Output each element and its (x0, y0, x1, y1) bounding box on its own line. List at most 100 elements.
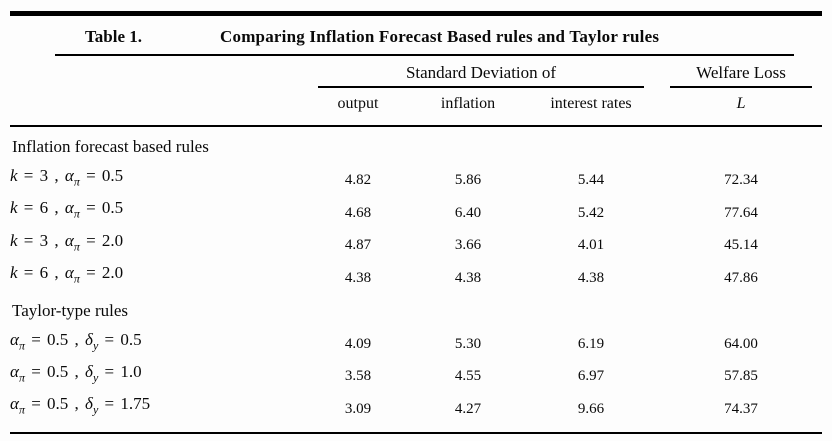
column-header-loss: L (736, 95, 746, 112)
math-text: = 0.5 , (24, 329, 86, 349)
cell-interest: 6.19 (577, 335, 605, 352)
math-subscript: π (73, 174, 80, 189)
section-row-taylor: Taylor-type rules (10, 291, 822, 325)
math-var: α (64, 166, 74, 185)
math-var: α (10, 394, 19, 414)
cell-output: 4.87 (344, 237, 372, 254)
welfare-group-cell: Welfare Loss (660, 58, 822, 88)
math-subscript: π (73, 206, 80, 221)
empty-cell (10, 58, 302, 88)
table-row: k = 6 , απ = 0.5 4.68 6.40 5.42 77.64 (10, 193, 822, 225)
cell-welfare: 47.86 (724, 269, 758, 286)
math-var: k (10, 166, 18, 185)
math-var: δ (85, 329, 93, 349)
math-var: α (64, 198, 74, 218)
cell-inflation: 4.38 (454, 269, 482, 286)
table-row: απ = 0.5 , δy = 1.0 3.58 4.55 6.97 57.85 (10, 357, 822, 389)
math-text: = 0.5 (79, 198, 124, 218)
cell-interest: 9.66 (577, 400, 605, 417)
section-row-ifb: Inflation forecast based rules (10, 127, 822, 161)
empty-cell (10, 88, 302, 119)
table-caption: Table 1. Comparing Inflation Forecast Ba… (10, 27, 822, 47)
table-caption-title: Comparing Inflation Forecast Based rules… (220, 27, 660, 46)
cell-interest: 5.44 (577, 172, 605, 189)
table-row: k = 3 , απ = 0.5 4.82 5.86 5.44 72.34 (10, 161, 822, 193)
math-text: = 6 , (17, 198, 65, 218)
cell-welfare: 45.14 (724, 237, 758, 254)
row-label: απ = 0.5 , δy = 1.75 (10, 389, 302, 421)
cell-inflation: 5.86 (454, 172, 482, 189)
cell-inflation: 6.40 (454, 204, 482, 221)
math-text: = 0.5 , (24, 361, 86, 381)
cell-welfare: 74.37 (724, 400, 758, 417)
column-header-row: output inflation interest rates L (10, 88, 822, 119)
cell-inflation: 4.27 (454, 400, 482, 417)
cell-output: 3.58 (344, 368, 372, 385)
math-text: = 1.75 (98, 394, 151, 414)
math-text: = 1.0 (98, 361, 142, 381)
section-header-ifb: Inflation forecast based rules (12, 137, 209, 156)
cell-output: 4.09 (344, 335, 372, 352)
math-subscript: π (73, 239, 80, 254)
std-dev-group-cell: Standard Deviation of (302, 58, 660, 88)
column-header-inflation: inflation (440, 95, 496, 112)
math-subscript: y (92, 370, 99, 385)
math-var: k (10, 263, 18, 283)
cell-interest: 5.42 (577, 204, 605, 221)
math-subscript: π (18, 337, 25, 352)
header-rule-row (10, 119, 823, 127)
math-var: k (10, 230, 18, 250)
cell-interest: 4.38 (577, 269, 605, 286)
math-var: δ (85, 361, 93, 381)
std-dev-group-header: Standard Deviation of (318, 63, 645, 88)
cell-interest: 4.01 (577, 237, 605, 254)
math-var: δ (85, 394, 93, 414)
row-label: απ = 0.5 , δy = 1.0 (10, 357, 302, 389)
column-header-interest-rates: interest rates (550, 95, 632, 112)
math-var: α (10, 361, 19, 381)
cell-welfare: 72.34 (724, 172, 758, 189)
group-header-row: Standard Deviation of Welfare Loss (10, 58, 822, 88)
math-text: = 3 , (17, 230, 65, 250)
cell-output: 4.68 (344, 204, 372, 221)
cell-welfare: 57.85 (724, 368, 758, 385)
math-var: α (10, 329, 19, 349)
table-caption-label: Table 1. (85, 27, 143, 46)
math-text: = 3 , (17, 166, 65, 185)
table-row: k = 3 , απ = 2.0 4.87 3.66 4.01 45.14 (10, 226, 822, 258)
row-label: k = 6 , απ = 0.5 (10, 193, 302, 225)
cell-welfare: 77.64 (724, 204, 758, 221)
math-subscript: π (18, 402, 25, 417)
welfare-group-header: Welfare Loss (670, 63, 813, 88)
row-label: k = 6 , απ = 2.0 (10, 258, 302, 290)
row-label: k = 3 , απ = 2.0 (10, 226, 302, 258)
top-rule (10, 11, 822, 16)
math-text: = 6 , (17, 263, 65, 283)
cell-interest: 6.97 (577, 368, 605, 385)
math-text: = 0.5 , (24, 394, 86, 414)
row-label: k = 3 , απ = 0.5 (10, 161, 302, 193)
table-row: απ = 0.5 , δy = 0.5 4.09 5.30 6.19 64.00 (10, 325, 822, 357)
cell-output: 3.09 (344, 400, 372, 417)
math-subscript: π (73, 271, 80, 286)
row-label: απ = 0.5 , δy = 0.5 (10, 325, 302, 357)
section-header-taylor: Taylor-type rules (12, 300, 129, 320)
cell-inflation: 5.30 (454, 335, 482, 352)
cell-output: 4.38 (344, 269, 372, 286)
table-row: k = 6 , απ = 2.0 4.38 4.38 4.38 47.86 (10, 258, 822, 290)
cell-inflation: 4.55 (454, 368, 482, 385)
math-text: = 2.0 (79, 230, 124, 250)
caption-rule (55, 54, 794, 56)
math-text: = 0.5 (98, 329, 142, 349)
cell-inflation: 3.66 (454, 237, 482, 254)
math-subscript: y (92, 402, 99, 417)
math-text: = 2.0 (79, 263, 124, 283)
results-table: Standard Deviation of Welfare Loss outpu… (10, 58, 823, 422)
math-text: = 0.5 (79, 166, 124, 185)
header-rule (10, 125, 823, 127)
cell-output: 4.82 (344, 172, 372, 189)
math-var: k (10, 198, 18, 218)
cell-welfare: 64.00 (724, 335, 758, 352)
column-header-output: output (337, 95, 379, 112)
